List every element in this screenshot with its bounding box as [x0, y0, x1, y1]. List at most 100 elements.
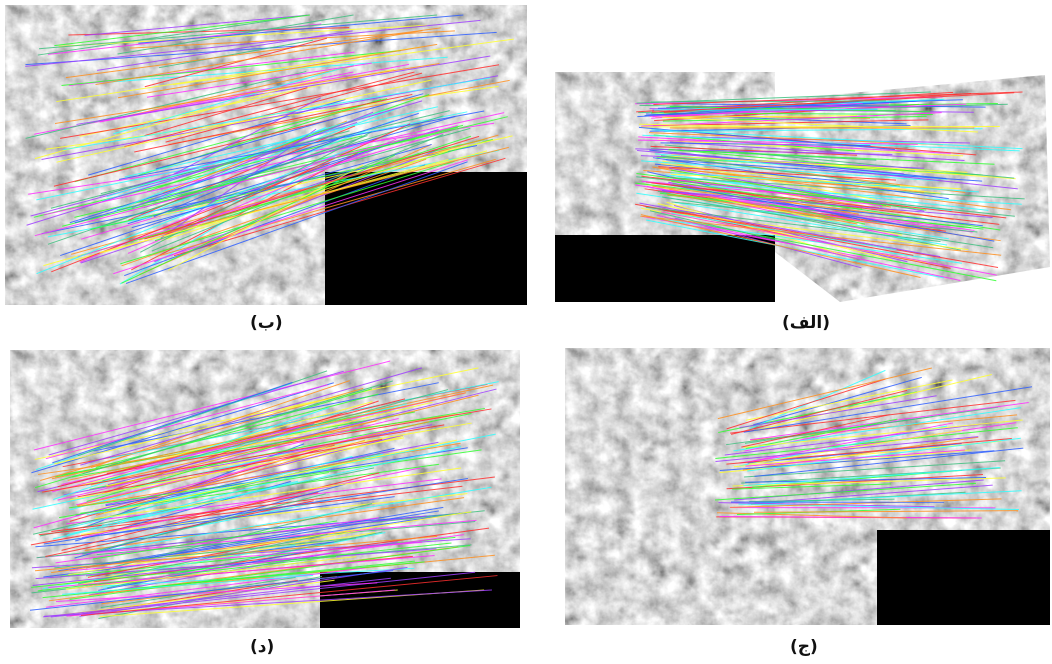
match-line [65, 556, 357, 590]
match-line [726, 473, 983, 490]
match-line [661, 211, 997, 276]
match-line [661, 190, 993, 219]
match-line [168, 164, 364, 271]
match-line [84, 14, 310, 36]
match-line [144, 37, 327, 88]
match-line [37, 519, 477, 559]
match-line [741, 414, 890, 448]
match-line [662, 196, 994, 249]
match-line [732, 477, 1006, 487]
match-line [69, 112, 419, 224]
match-line [131, 111, 374, 209]
match-line [43, 577, 391, 618]
match-line [657, 214, 961, 282]
match-line [715, 427, 1018, 460]
panel-image [5, 5, 527, 305]
match-line [742, 436, 979, 471]
match-line [54, 537, 356, 569]
match-line [743, 419, 1023, 448]
match-line [28, 122, 495, 195]
match-line [34, 125, 458, 237]
match-line [754, 373, 992, 432]
match-line [33, 360, 391, 451]
match-line [670, 172, 979, 193]
match-line [715, 436, 979, 462]
match-line [58, 24, 428, 47]
match-line [747, 437, 1021, 472]
match-line [77, 533, 328, 585]
match-line [729, 399, 1016, 434]
match-line [638, 136, 951, 154]
match-line [748, 429, 963, 465]
match-line [663, 183, 1022, 205]
caption: (الف) [782, 313, 830, 333]
match-line [32, 555, 314, 587]
match-line [749, 498, 895, 503]
match-line [69, 545, 471, 600]
match-line [37, 555, 336, 592]
match-line [726, 416, 933, 446]
match-line [52, 480, 299, 540]
match-line [125, 161, 468, 284]
match-line [51, 426, 300, 493]
match-line [672, 177, 1025, 200]
match-line [738, 503, 1019, 511]
match-line [94, 447, 395, 515]
match-line [68, 511, 472, 575]
match-line [38, 14, 438, 50]
match-line [124, 164, 426, 277]
match-line [76, 55, 491, 125]
blank-area [325, 172, 527, 305]
match-line [730, 389, 908, 435]
match-line [87, 539, 291, 578]
match-line [652, 185, 908, 218]
match-line [719, 516, 982, 519]
match-line [80, 575, 498, 617]
match-line [63, 424, 433, 496]
match-line [172, 38, 514, 86]
match-line [61, 50, 401, 87]
match-line [113, 64, 354, 135]
match-line [745, 379, 953, 421]
match-line [29, 570, 394, 611]
match-line [158, 39, 313, 69]
match-line [745, 449, 966, 467]
match-line [25, 70, 307, 139]
match-line [81, 515, 427, 555]
match-line [663, 128, 983, 132]
match-line [744, 420, 897, 452]
match-line [54, 393, 348, 465]
match-line [100, 576, 296, 609]
blank-area [877, 530, 1050, 625]
match-line [120, 160, 455, 265]
match-line [106, 109, 387, 198]
match-line [45, 384, 328, 460]
match-line [754, 447, 1024, 477]
match-line [154, 135, 472, 242]
match-line [95, 30, 423, 86]
match-line [80, 463, 440, 514]
match-line [61, 472, 380, 551]
match-line [640, 214, 921, 279]
match-line [719, 450, 995, 471]
terrain [775, 75, 1050, 302]
blank-area [320, 572, 520, 628]
match-line [664, 216, 997, 282]
match-line [672, 178, 883, 207]
match-line [658, 166, 897, 181]
match-line [714, 482, 976, 501]
match-line [667, 149, 995, 165]
match-line [669, 105, 931, 113]
match-line [636, 176, 1015, 217]
match-line [754, 484, 993, 504]
match-line [635, 182, 863, 210]
match-line [651, 100, 886, 103]
match-line [652, 92, 1015, 113]
match-line [82, 380, 393, 475]
match-line [151, 134, 444, 252]
match-line [42, 424, 445, 493]
match-line [66, 478, 442, 525]
match-line [134, 93, 413, 153]
match-line [60, 64, 500, 139]
